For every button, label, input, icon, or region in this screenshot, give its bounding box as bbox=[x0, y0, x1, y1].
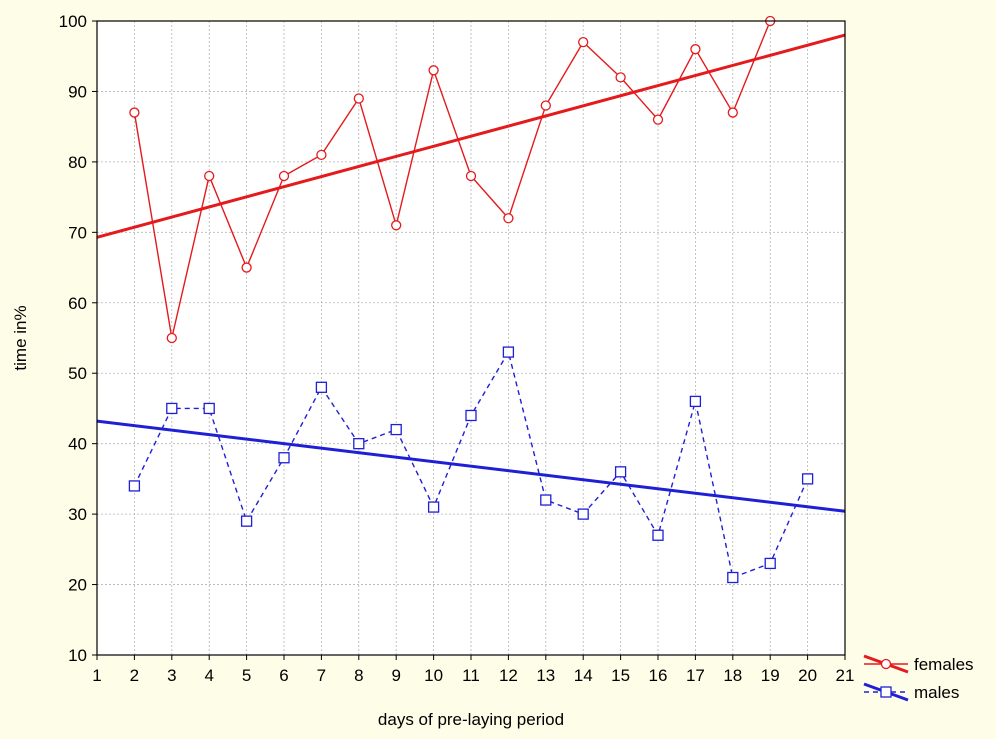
males-point bbox=[315, 381, 328, 393]
x-tick-label: 14 bbox=[574, 666, 593, 685]
x-tick-label: 13 bbox=[536, 666, 555, 685]
males-point bbox=[540, 494, 552, 506]
males-point bbox=[166, 402, 178, 415]
females-point bbox=[166, 332, 177, 344]
males-point bbox=[427, 501, 440, 513]
y-tick-label: 90 bbox=[68, 82, 87, 101]
y-tick-label: 10 bbox=[68, 646, 87, 665]
x-axis-ticks: 1 2 3 4 5 6 7 8 9 10 11 12 13 14 15 16 17 18 19 20 21 bbox=[92, 655, 854, 685]
x-tick-label: 9 bbox=[391, 666, 400, 685]
trend-lines bbox=[96, 33, 846, 513]
females-point bbox=[353, 93, 364, 104]
y-axis-ticks: 10 20 30 40 50 60 70 80 90 100 bbox=[59, 12, 97, 665]
x-tick-label: 2 bbox=[130, 666, 139, 685]
grid-lines bbox=[97, 21, 845, 655]
males-trend-line bbox=[96, 419, 846, 513]
females-point bbox=[540, 100, 551, 111]
x-tick-label: 7 bbox=[317, 666, 326, 685]
males-point bbox=[614, 466, 627, 478]
males-point bbox=[465, 409, 477, 422]
females-point bbox=[391, 220, 402, 231]
y-tick-label: 30 bbox=[68, 505, 87, 524]
x-tick-label: 10 bbox=[424, 666, 443, 685]
females-point bbox=[129, 107, 140, 118]
x-tick-label: 21 bbox=[836, 666, 855, 685]
x-tick-label: 8 bbox=[354, 666, 363, 685]
females-trend-line bbox=[96, 33, 846, 239]
females-point bbox=[652, 114, 664, 125]
x-tick-label: 15 bbox=[611, 666, 630, 685]
x-tick-label: 17 bbox=[686, 666, 705, 685]
females-legend-marker bbox=[880, 658, 892, 670]
x-tick-label: 3 bbox=[167, 666, 176, 685]
females-point bbox=[278, 170, 290, 182]
x-tick-label: 18 bbox=[723, 666, 742, 685]
y-tick-label: 60 bbox=[68, 294, 87, 313]
males-point bbox=[652, 529, 664, 541]
males-point bbox=[801, 473, 814, 485]
males-point bbox=[128, 480, 141, 492]
y-tick-label: 100 bbox=[59, 12, 87, 31]
x-tick-label: 20 bbox=[798, 666, 817, 685]
x-tick-label: 4 bbox=[204, 666, 213, 685]
females-point bbox=[690, 44, 701, 55]
males-point bbox=[727, 571, 739, 584]
females-point bbox=[204, 170, 215, 182]
males-point bbox=[689, 395, 702, 408]
females-point bbox=[428, 65, 439, 76]
males-point bbox=[240, 515, 253, 527]
x-tick-label: 5 bbox=[242, 666, 251, 685]
females-series-line bbox=[133, 20, 771, 339]
males-point bbox=[502, 346, 515, 358]
y-axis-title: time in% bbox=[11, 305, 30, 370]
males-point bbox=[353, 438, 365, 450]
females-point bbox=[615, 72, 626, 83]
x-tick-label: 1 bbox=[92, 666, 101, 685]
x-tick-label: 6 bbox=[279, 666, 288, 685]
females-point bbox=[316, 149, 327, 160]
data-markers bbox=[128, 15, 814, 584]
x-tick-label: 12 bbox=[499, 666, 518, 685]
females-legend-label: females bbox=[914, 655, 974, 674]
y-tick-label: 80 bbox=[68, 153, 87, 172]
males-point bbox=[577, 508, 589, 520]
males-legend-label: males bbox=[914, 683, 959, 702]
females-point bbox=[727, 107, 738, 118]
x-tick-label: 11 bbox=[462, 666, 480, 685]
x-axis-title: days of pre-laying period bbox=[378, 710, 564, 729]
females-point bbox=[465, 170, 477, 182]
males-legend-marker bbox=[880, 686, 892, 698]
x-tick-label: 19 bbox=[761, 666, 780, 685]
males-point bbox=[764, 557, 776, 570]
females-point bbox=[578, 36, 589, 48]
y-tick-label: 20 bbox=[68, 576, 87, 595]
males-point bbox=[278, 452, 290, 464]
females-point bbox=[503, 213, 514, 224]
females-point bbox=[241, 262, 252, 273]
males-point bbox=[203, 402, 215, 415]
y-tick-label: 70 bbox=[68, 223, 87, 242]
males-point bbox=[390, 423, 402, 436]
legend: females males bbox=[863, 654, 974, 702]
y-tick-label: 50 bbox=[68, 364, 87, 383]
x-tick-label: 16 bbox=[649, 666, 668, 685]
y-tick-label: 40 bbox=[68, 435, 87, 454]
